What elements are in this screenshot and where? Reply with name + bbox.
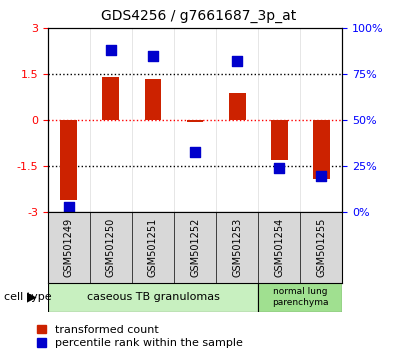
Text: GSM501255: GSM501255 xyxy=(316,218,326,278)
Text: caseous TB granulomas: caseous TB granulomas xyxy=(86,292,219,302)
Text: GDS4256 / g7661687_3p_at: GDS4256 / g7661687_3p_at xyxy=(101,9,297,23)
Text: GSM501249: GSM501249 xyxy=(64,218,74,277)
Legend: transformed count, percentile rank within the sample: transformed count, percentile rank withi… xyxy=(37,325,243,348)
Text: cell type: cell type xyxy=(4,292,52,302)
Bar xyxy=(48,283,258,312)
Bar xyxy=(187,120,203,122)
Bar xyxy=(144,79,161,120)
Bar xyxy=(102,78,119,120)
Point xyxy=(66,204,72,210)
Text: GSM501252: GSM501252 xyxy=(190,218,200,278)
Text: GSM501253: GSM501253 xyxy=(232,218,242,277)
Bar xyxy=(229,93,246,120)
Text: ▶: ▶ xyxy=(27,291,37,304)
Bar xyxy=(60,120,77,200)
Bar xyxy=(258,283,342,312)
Bar xyxy=(271,120,288,160)
Bar xyxy=(313,120,330,179)
Text: GSM501254: GSM501254 xyxy=(274,218,284,277)
Point xyxy=(150,53,156,59)
Text: GSM501251: GSM501251 xyxy=(148,218,158,277)
Text: GSM501250: GSM501250 xyxy=(106,218,116,277)
Point xyxy=(234,59,240,64)
Point xyxy=(108,47,114,53)
Point xyxy=(276,165,282,171)
Text: normal lung
parenchyma: normal lung parenchyma xyxy=(272,287,328,307)
Point xyxy=(192,149,198,154)
Point xyxy=(318,173,324,178)
